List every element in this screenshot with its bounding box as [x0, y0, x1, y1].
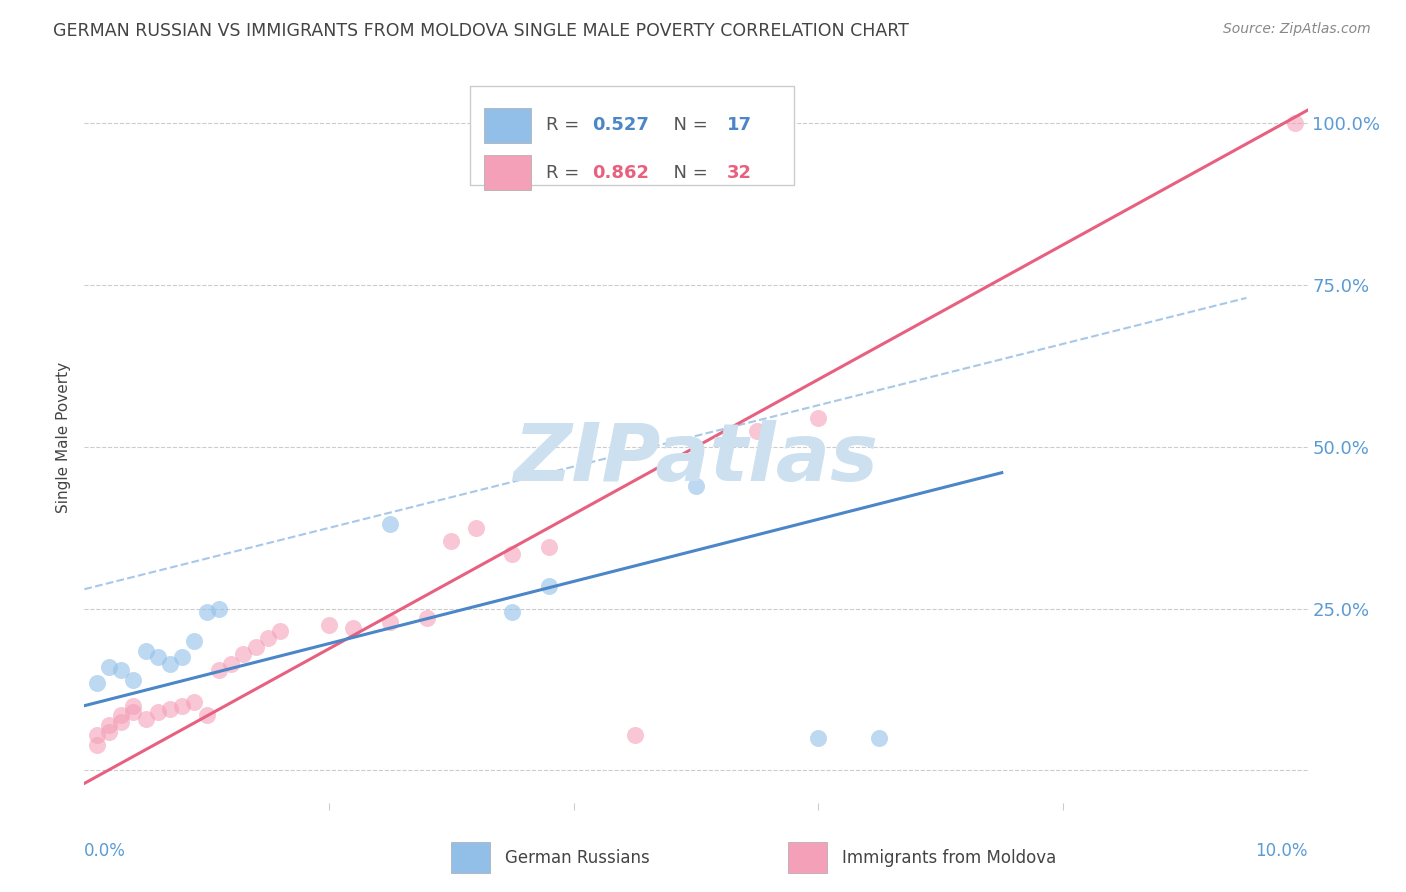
Point: [747, 424, 769, 438]
Point: [195, 708, 218, 723]
Point: [208, 663, 231, 677]
Point: [195, 605, 218, 619]
Point: [86, 676, 108, 690]
Point: [97, 660, 120, 674]
Bar: [484, 155, 531, 190]
Point: [110, 663, 132, 677]
Point: [97, 724, 120, 739]
Point: [807, 410, 830, 425]
Point: [97, 718, 120, 732]
Bar: [787, 842, 827, 873]
Point: [135, 643, 157, 657]
Text: Source: ZipAtlas.com: Source: ZipAtlas.com: [1223, 22, 1371, 37]
Text: R =: R =: [546, 164, 585, 182]
Point: [122, 673, 145, 687]
Point: [538, 540, 561, 554]
Text: 32: 32: [727, 164, 752, 182]
Text: N =: N =: [662, 117, 713, 135]
Point: [122, 705, 145, 719]
Bar: [484, 108, 531, 143]
Point: [380, 517, 402, 532]
Point: [440, 533, 463, 548]
Bar: [451, 842, 491, 873]
Point: [416, 611, 439, 625]
Point: [172, 698, 194, 713]
Point: [380, 615, 402, 629]
Point: [869, 731, 891, 745]
Point: [502, 605, 524, 619]
Point: [257, 631, 280, 645]
Text: German Russians: German Russians: [505, 848, 650, 867]
Point: [159, 657, 181, 671]
Point: [183, 696, 205, 710]
Text: Immigrants from Moldova: Immigrants from Moldova: [842, 848, 1056, 867]
Point: [318, 617, 340, 632]
Point: [685, 478, 707, 492]
Text: 17: 17: [727, 117, 752, 135]
Text: GERMAN RUSSIAN VS IMMIGRANTS FROM MOLDOVA SINGLE MALE POVERTY CORRELATION CHART: GERMAN RUSSIAN VS IMMIGRANTS FROM MOLDOV…: [53, 22, 910, 40]
Text: 10.0%: 10.0%: [1256, 842, 1308, 860]
Point: [464, 521, 486, 535]
Text: ZIPatlas: ZIPatlas: [513, 420, 879, 498]
Point: [269, 624, 291, 639]
Point: [135, 712, 157, 726]
Point: [624, 728, 647, 742]
Point: [172, 650, 194, 665]
Text: 0.862: 0.862: [592, 164, 650, 182]
FancyBboxPatch shape: [470, 86, 794, 185]
Point: [183, 634, 205, 648]
Point: [342, 621, 364, 635]
Point: [86, 728, 108, 742]
Point: [159, 702, 181, 716]
Y-axis label: Single Male Poverty: Single Male Poverty: [56, 361, 72, 513]
Text: 0.0%: 0.0%: [84, 842, 127, 860]
Point: [122, 698, 145, 713]
Point: [110, 714, 132, 729]
Point: [232, 647, 254, 661]
Point: [110, 708, 132, 723]
Point: [502, 547, 524, 561]
Point: [146, 650, 169, 665]
Text: R =: R =: [546, 117, 585, 135]
Text: N =: N =: [662, 164, 713, 182]
Point: [538, 579, 561, 593]
Point: [807, 731, 830, 745]
Point: [219, 657, 242, 671]
Point: [146, 705, 169, 719]
Point: [1284, 116, 1306, 130]
Point: [86, 738, 108, 752]
Text: 0.527: 0.527: [592, 117, 650, 135]
Point: [245, 640, 267, 655]
Point: [208, 601, 231, 615]
